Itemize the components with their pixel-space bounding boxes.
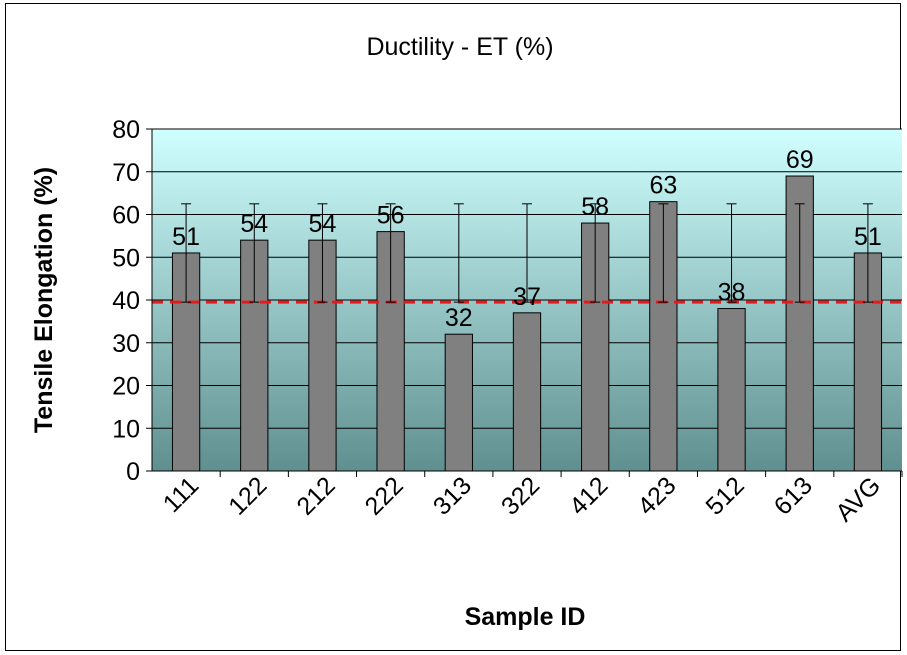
x-tick-label: 412	[564, 471, 613, 520]
bar	[512, 312, 542, 472]
y-axis-title: Tensile Elongation (%)	[30, 167, 58, 433]
data-label: 69	[786, 146, 814, 174]
y-tick-label: 50	[112, 244, 140, 272]
y-tick-label: 30	[112, 330, 140, 358]
y-axis-ticks: 0 10 20 30 40 50 60 70 80	[112, 116, 152, 486]
y-tick-label: 60	[112, 202, 140, 230]
bar	[717, 308, 746, 472]
x-tick-label: AVG	[830, 471, 886, 527]
y-tick-label: 0	[126, 458, 140, 486]
data-label: 51	[854, 223, 882, 251]
bar	[308, 239, 337, 472]
x-axis-title: Sample ID	[465, 603, 586, 631]
data-label: 58	[581, 193, 609, 221]
data-label: 32	[445, 304, 473, 332]
x-tick-label: 212	[291, 471, 340, 520]
y-tick-label: 70	[112, 159, 140, 187]
x-tick-label: 423	[632, 471, 681, 520]
x-tick-label: 111	[158, 471, 205, 518]
bars	[171, 175, 883, 472]
y-tick-label: 20	[112, 373, 140, 401]
data-label: 38	[718, 279, 746, 307]
data-label: 54	[240, 210, 268, 238]
x-tick-label: 322	[496, 471, 545, 520]
data-label: 63	[649, 172, 677, 200]
x-tick-label: 613	[769, 471, 818, 520]
x-axis-ticks: 111 122 212 222 313 322 412 423 512 613 AVG	[158, 471, 903, 527]
y-tick-label: 40	[112, 287, 140, 315]
chart-title: Ductility - ET (%)	[366, 33, 553, 61]
bar	[444, 333, 473, 472]
x-tick-label: 512	[700, 471, 749, 520]
x-tick-label: 313	[428, 471, 477, 520]
x-tick-label: 122	[223, 471, 272, 520]
data-label: 51	[172, 223, 200, 251]
y-tick-label: 10	[112, 415, 140, 443]
error-bars	[181, 203, 873, 303]
data-label: 56	[377, 202, 405, 230]
data-label: 37	[513, 283, 541, 311]
y-tick-label: 80	[112, 116, 140, 144]
data-label: 54	[309, 210, 337, 238]
data-labels: 51 54 54 56 32 37 58 63 38 69 51	[172, 146, 882, 332]
bar	[376, 231, 405, 472]
x-tick-label: 222	[360, 471, 409, 520]
